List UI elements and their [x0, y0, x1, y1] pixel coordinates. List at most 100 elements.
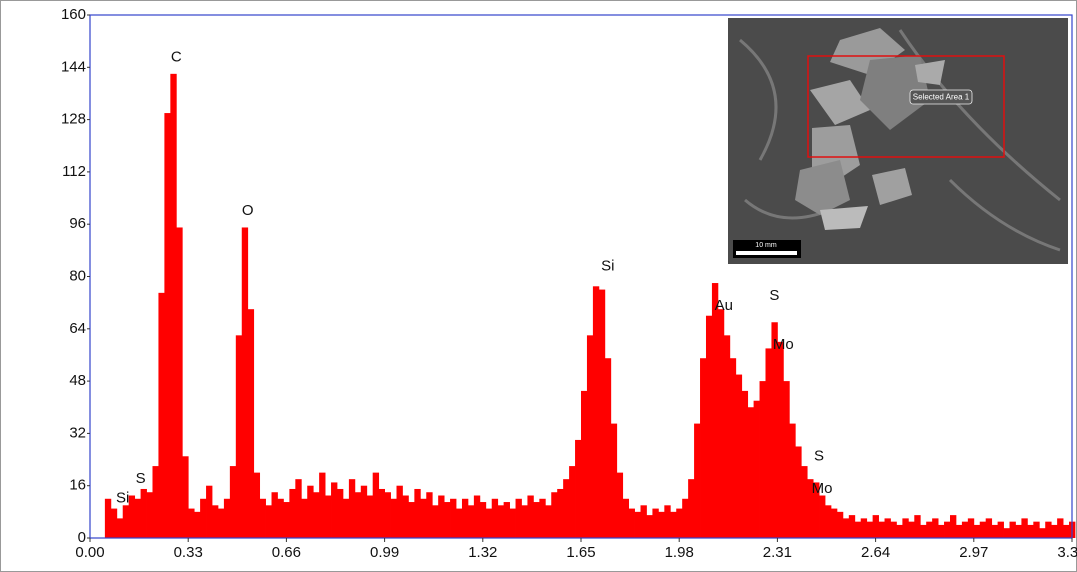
spectrum-bar: [414, 488, 421, 538]
spectrum-bar: [325, 495, 332, 538]
spectrum-bar: [616, 472, 624, 538]
spectrum-bar: [253, 472, 261, 538]
peak-label: C: [171, 48, 182, 65]
spectrum-bar: [664, 505, 671, 538]
spectrum-bar: [420, 498, 427, 538]
spectrum-bar: [938, 524, 945, 538]
spectrum-bar: [289, 488, 296, 538]
spectrum-bar: [277, 498, 284, 538]
x-tick-label: 1.65: [566, 544, 595, 561]
y-tick-label: 160: [61, 6, 86, 23]
spectrum-bar: [497, 505, 505, 538]
spectrum-bar: [819, 495, 826, 538]
spectrum-bar: [134, 498, 141, 538]
spectrum-bar: [586, 335, 594, 538]
spectrum-bar: [390, 498, 397, 538]
flake: [795, 160, 850, 215]
spectrum-bar: [182, 456, 189, 538]
spectrum-bar: [104, 498, 112, 538]
spectrum-bar: [979, 521, 987, 538]
spectrum-bar: [515, 498, 522, 538]
spectrum-bar: [1051, 524, 1058, 538]
spectrum-bar: [575, 439, 582, 538]
spectrum-bar: [1003, 528, 1010, 538]
spectrum-bar: [545, 505, 552, 538]
peak-label: Mo: [773, 336, 794, 353]
spectrum-bar: [753, 400, 760, 538]
spectrum-bar: [426, 492, 433, 538]
spectrum-bar: [825, 505, 832, 538]
spectrum-bar: [711, 283, 719, 538]
spectrum-bar: [295, 479, 302, 538]
spectrum-bar: [331, 482, 338, 538]
spectrum-bar: [479, 502, 487, 538]
spectrum-bar: [384, 492, 391, 538]
spectrum-bar: [878, 521, 885, 538]
spectrum-bar: [301, 498, 308, 538]
spectrum-bar: [908, 521, 915, 538]
spectrum-bar: [700, 358, 707, 538]
spectrum-bar: [1039, 528, 1046, 538]
spectrum-bar: [801, 466, 808, 538]
spectrum-bar: [1015, 524, 1022, 538]
selection-label-box: [909, 89, 973, 105]
spectrum-bar: [176, 227, 183, 538]
spectrum-bar: [1009, 521, 1016, 538]
spectrum-bar: [533, 502, 540, 538]
spectrum-bar: [509, 508, 516, 538]
spectrum-bar: [170, 73, 177, 539]
spectrum-bar: [807, 479, 814, 538]
spectrum-bar: [122, 505, 130, 538]
spectrum-bar: [813, 482, 820, 538]
y-tick-label: 48: [69, 372, 86, 389]
spectrum-bar: [396, 485, 403, 538]
spectrum-bar: [592, 286, 600, 538]
spectrum-bar: [694, 423, 701, 538]
spectrum-bar: [348, 479, 356, 538]
spectrum-bar: [271, 492, 278, 538]
y-tick-label: 16: [69, 477, 86, 494]
spectrum-bar: [378, 488, 385, 538]
flake: [860, 55, 930, 130]
spectrum-bar: [717, 309, 725, 538]
spectrum-bar: [1027, 524, 1034, 538]
spectrum-bar: [682, 498, 689, 538]
spectrum-bar: [765, 348, 772, 538]
spectrum-bar: [688, 479, 695, 538]
peak-label: S: [136, 470, 146, 487]
peak-label: Si: [116, 490, 129, 507]
spectrum-bar: [444, 502, 451, 538]
spectrum-bar: [634, 511, 641, 538]
spectrum-bar: [450, 498, 457, 538]
spectrum-bar: [926, 521, 933, 538]
spectrum-bar: [140, 488, 147, 538]
x-tick-label: 1.32: [468, 544, 497, 561]
spectrum-bar: [491, 498, 499, 538]
spectrum-bar: [640, 505, 647, 538]
spectrum-bar: [229, 466, 237, 538]
peak-label: Au: [715, 297, 733, 314]
spectrum-bar: [836, 511, 844, 538]
spectrum-bar: [622, 498, 630, 538]
spectrum-bar: [890, 521, 897, 538]
selection-box: [807, 55, 1005, 158]
spectrum-bar: [848, 515, 856, 538]
spectrum-bar: [795, 446, 802, 538]
spectrum-bar: [408, 502, 415, 538]
spectrum-bar: [456, 508, 463, 538]
spectrum-bar: [866, 521, 874, 538]
spectrum-bar: [307, 485, 314, 538]
peak-label: Si: [601, 258, 614, 275]
scale-label: 10 mm: [755, 242, 777, 249]
spectrum-bar: [212, 505, 219, 538]
spectrum-bar: [735, 374, 743, 538]
flake: [810, 80, 870, 125]
spectrum-bar: [360, 485, 368, 538]
spectrum-bar: [1021, 518, 1028, 538]
spectrum-bar: [747, 407, 754, 538]
spectrum-bar: [1063, 524, 1070, 538]
spectrum-bar: [461, 498, 469, 538]
spectrum-bar: [729, 358, 737, 538]
spectrum-bar: [241, 227, 249, 538]
